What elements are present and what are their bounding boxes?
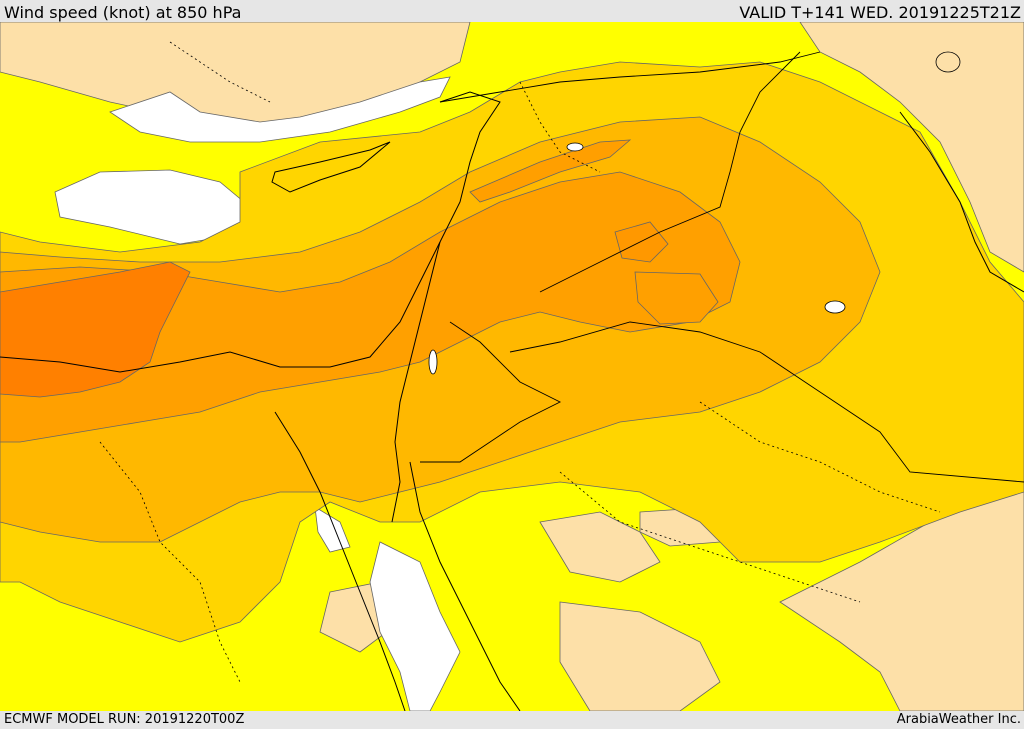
field-deep-orange — [0, 261, 191, 398]
field-light-se — [779, 471, 1024, 711]
coastline-turkey-south — [0, 91, 501, 373]
map-canvas — [0, 22, 1024, 711]
province-lines-1 — [559, 471, 861, 603]
field-calm-aegean — [109, 76, 451, 143]
province-lines-3 — [699, 401, 941, 513]
map-title: Wind speed (knot) at 850 hPa — [4, 3, 242, 22]
lake-1 — [566, 142, 584, 152]
coastline-levant — [391, 241, 441, 523]
footer-bar: ECMWF MODEL RUN: 20191220T00Z ArabiaWeat… — [0, 711, 1024, 729]
header-bar: Wind speed (knot) at 850 hPa VALID T+141… — [0, 0, 1024, 22]
lake-3 — [935, 51, 961, 73]
border-jordan-saudi — [420, 321, 562, 463]
coastline-gulf — [899, 111, 1024, 293]
province-lines-2 — [99, 441, 241, 683]
coastline-redsea-east — [409, 461, 521, 711]
lake-2 — [824, 300, 846, 314]
coastline-redsea-west — [274, 411, 406, 711]
field-light-south — [539, 511, 661, 583]
model-run: ECMWF MODEL RUN: 20191220T00Z — [4, 712, 245, 727]
border-syria-iraq — [539, 51, 801, 293]
coastline-cyprus — [271, 141, 391, 193]
field-orange-levant — [469, 139, 632, 203]
field-orange-iraq — [614, 221, 669, 263]
field-calm-nile — [314, 506, 351, 553]
field-light-south2 — [559, 601, 721, 711]
field-orange-iraq2 — [634, 271, 719, 325]
field-calm-redsea — [369, 541, 461, 711]
wind-speed-map[interactable] — [0, 22, 1024, 711]
dead-sea — [428, 349, 438, 375]
credit: ArabiaWeather Inc. — [896, 712, 1021, 727]
field-light-ne — [799, 22, 1024, 273]
border-jordan-iraq — [509, 321, 1024, 483]
border-turkey-syria — [439, 51, 821, 103]
valid-time: VALID T+141 WED. 20191225T21Z — [739, 3, 1021, 22]
